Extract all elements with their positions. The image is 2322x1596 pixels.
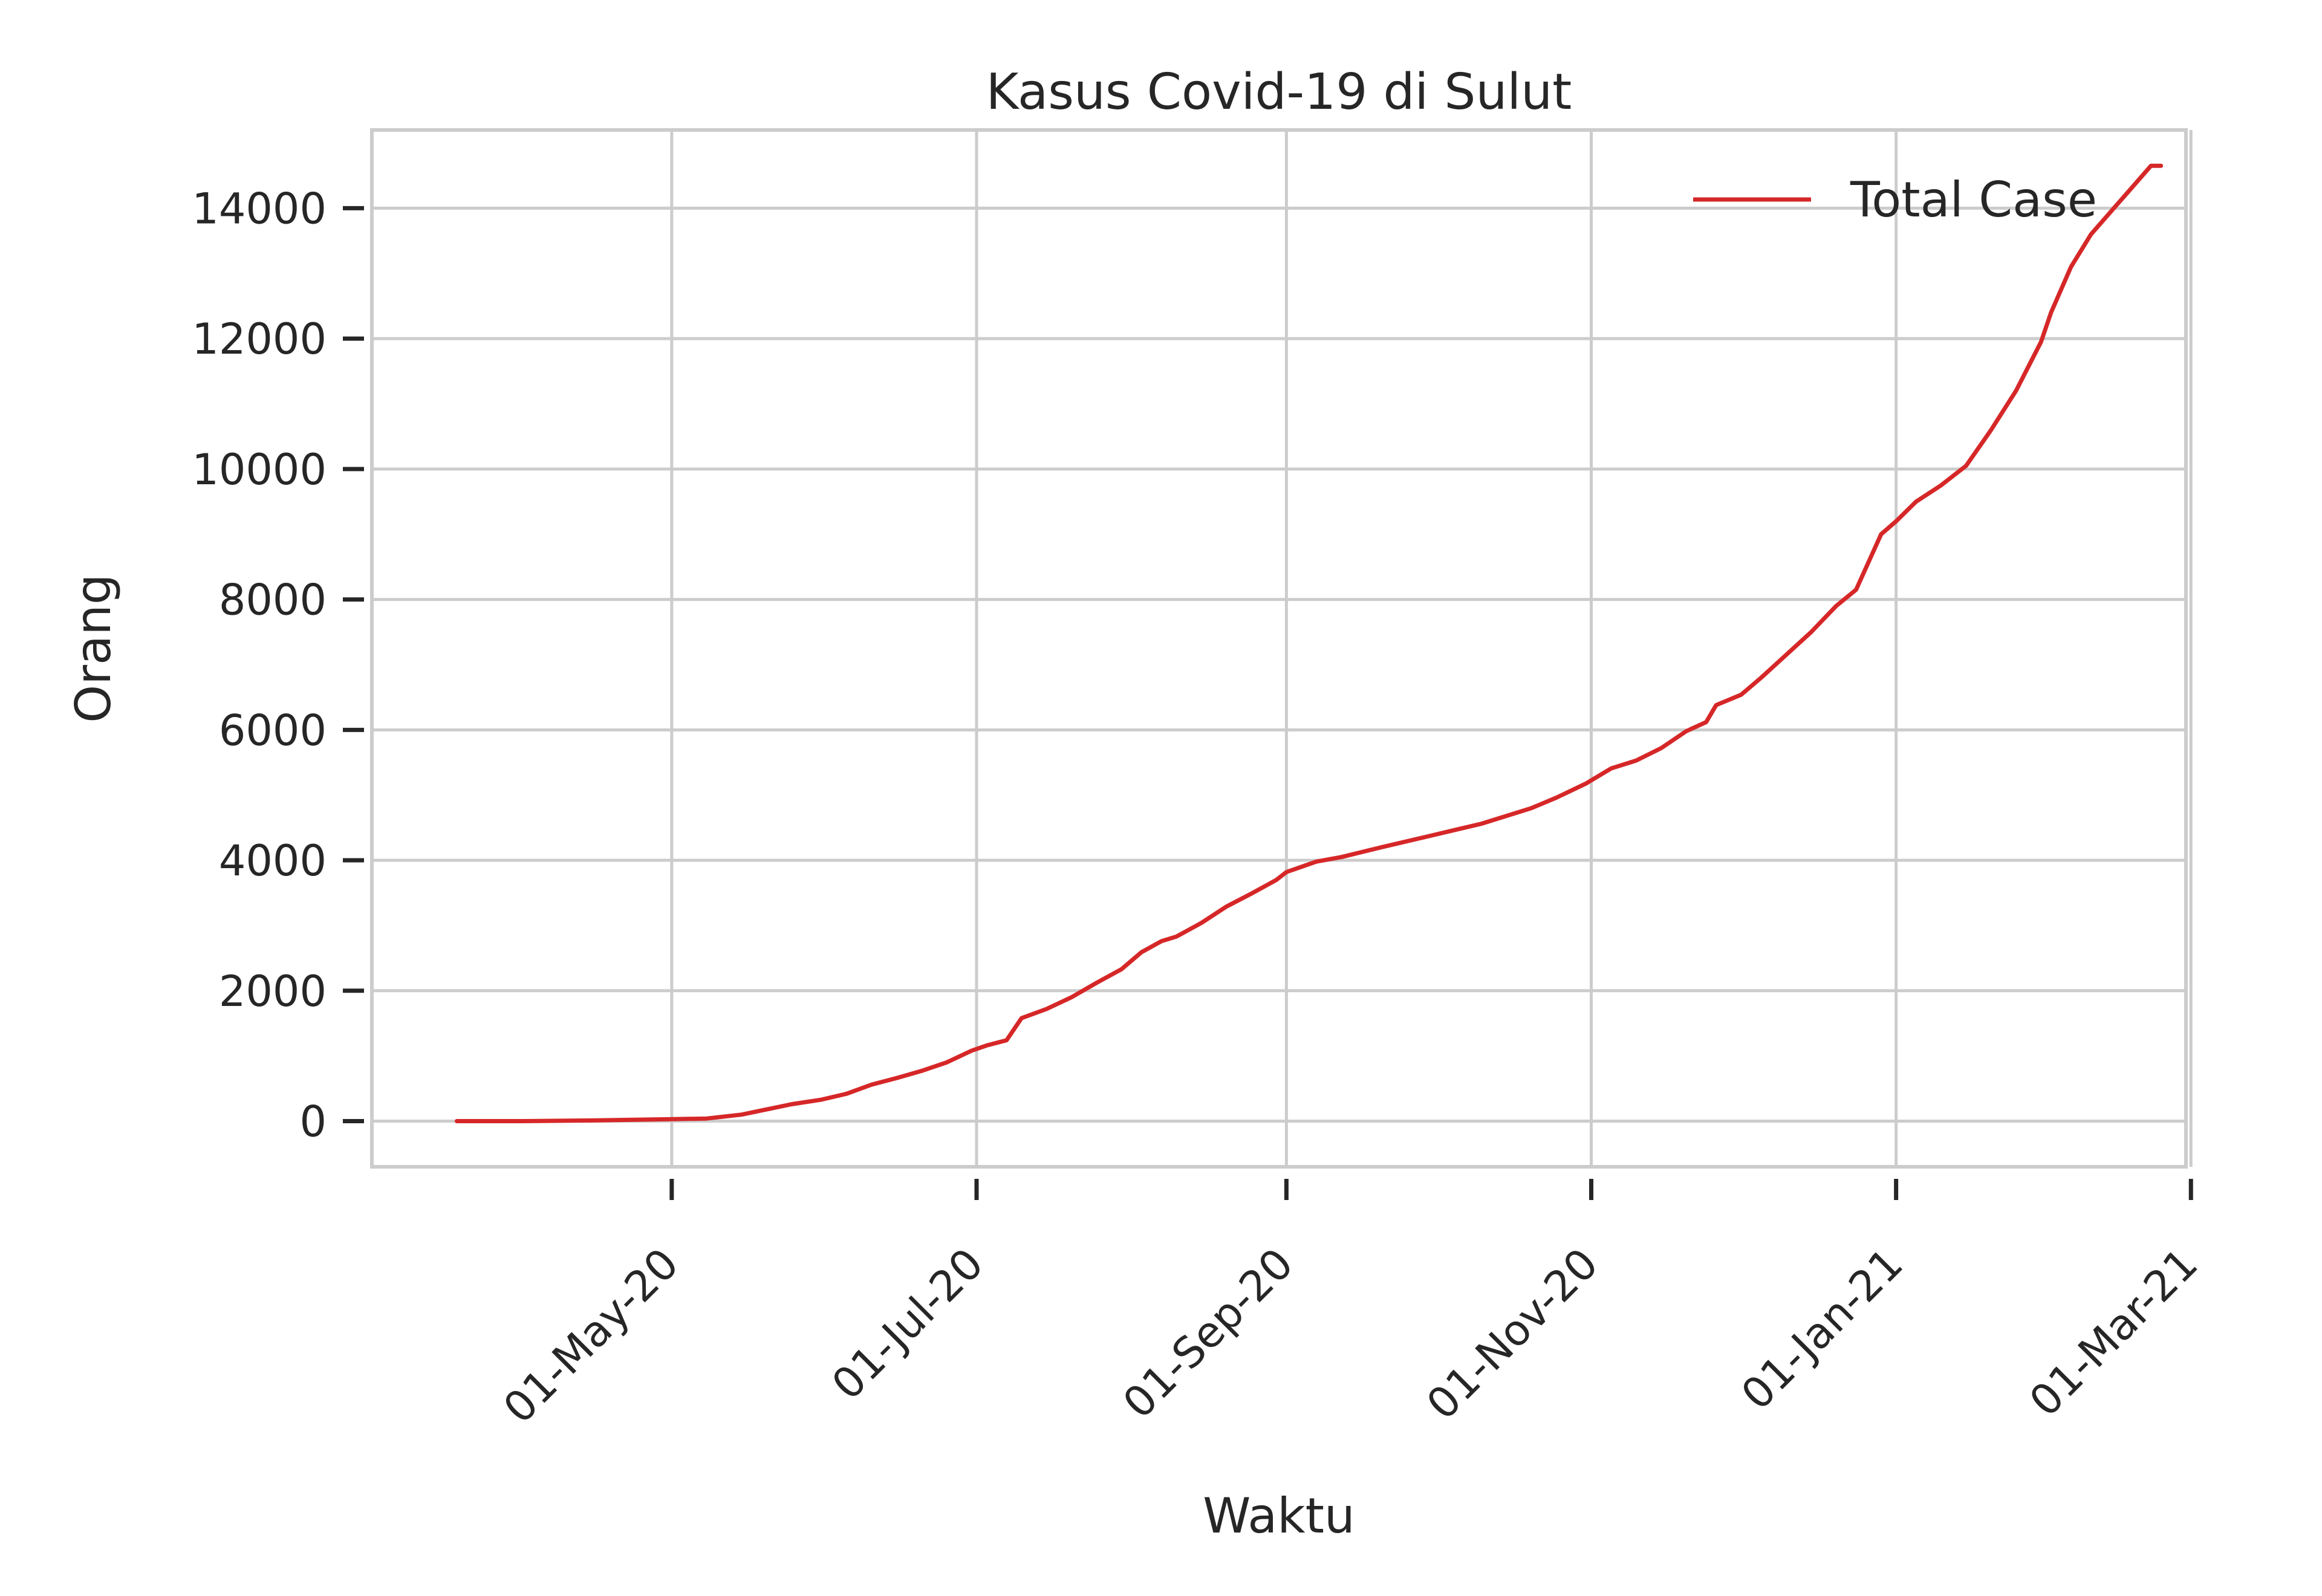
x-axis-label: Waktu xyxy=(1203,1488,1354,1544)
grid-lines xyxy=(372,130,2193,1167)
y-tick-label: 0 xyxy=(299,1097,327,1146)
y-tick-label: 14000 xyxy=(192,184,327,233)
y-tick-label: 4000 xyxy=(219,836,327,886)
legend-label-total-case: Total Case xyxy=(1850,172,2097,228)
legend: Total Case xyxy=(1693,172,2097,228)
y-tick-label: 10000 xyxy=(192,445,327,495)
y-tick-label: 2000 xyxy=(219,967,327,1016)
series-line-total-case xyxy=(455,163,2164,1123)
chart-title: Kasus Covid-19 di Sulut xyxy=(986,63,1572,121)
y-axis-label: Orang xyxy=(65,574,122,722)
series-group xyxy=(455,163,2164,1123)
y-tick-label: 8000 xyxy=(219,576,327,625)
y-tick-label: 6000 xyxy=(219,706,327,755)
y-tick-label: 12000 xyxy=(192,314,327,364)
plot-area-frame xyxy=(370,128,2188,1169)
